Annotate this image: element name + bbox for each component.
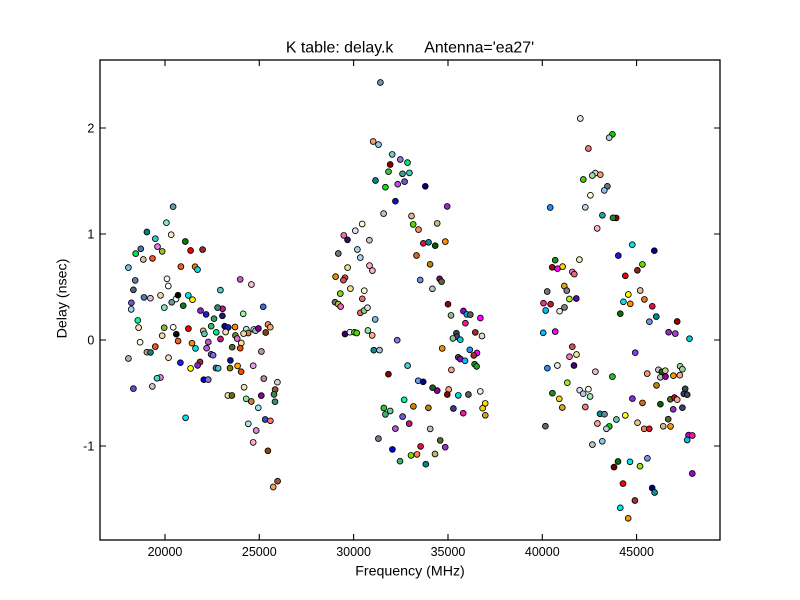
svg-text:35000: 35000: [431, 545, 466, 559]
svg-text:0: 0: [87, 333, 94, 347]
svg-text:40000: 40000: [525, 545, 560, 559]
svg-text:45000: 45000: [619, 545, 654, 559]
svg-text:K table: delay.k Antenna: K table: delay.k Antenna='ea27': [286, 40, 534, 57]
svg-text:30000: 30000: [336, 545, 371, 559]
svg-text:Delay (nsec): Delay (nsec): [55, 259, 71, 339]
svg-text:20000: 20000: [148, 545, 183, 559]
svg-text:25000: 25000: [242, 545, 277, 559]
svg-text:-1: -1: [83, 439, 94, 453]
svg-text:2: 2: [87, 121, 94, 135]
svg-text:Frequency (MHz): Frequency (MHz): [355, 563, 465, 579]
svg-text:1: 1: [87, 227, 94, 241]
